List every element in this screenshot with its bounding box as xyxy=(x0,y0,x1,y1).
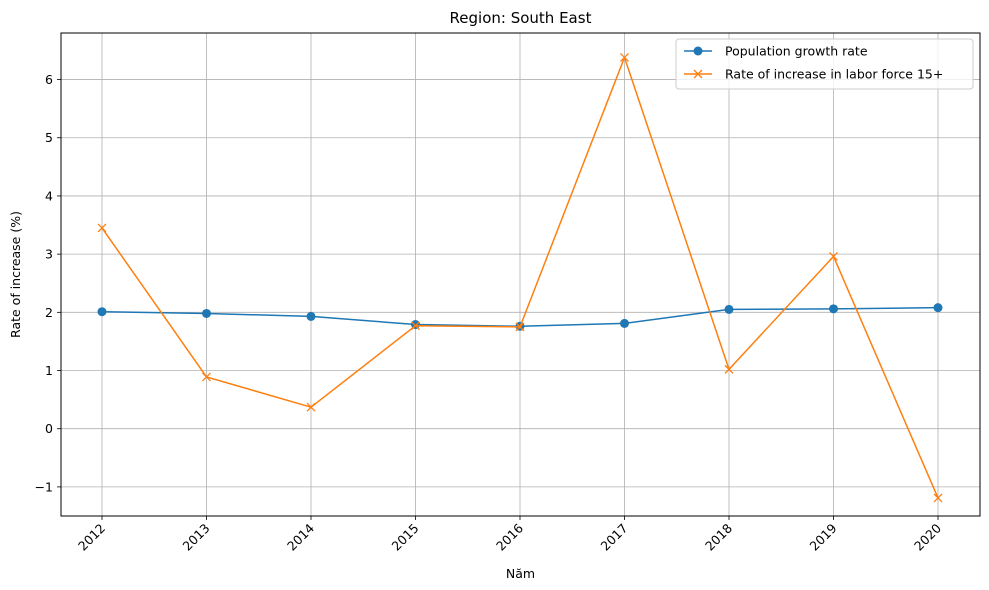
y-tick-label: 2 xyxy=(45,305,53,320)
y-tick-label: 6 xyxy=(45,72,53,87)
plot-area xyxy=(61,33,980,516)
legend-marker-labor xyxy=(693,69,703,79)
data-point xyxy=(97,307,107,317)
data-point xyxy=(933,493,943,503)
x-axis-label: Năm xyxy=(506,566,535,581)
x-tick-label: 2013 xyxy=(180,521,213,554)
y-tick-label: 4 xyxy=(45,188,53,203)
grid-lines xyxy=(61,33,980,516)
y-axis-label: Rate of increase (%) xyxy=(8,211,23,338)
x-tick-label: 2017 xyxy=(598,521,631,554)
y-tick-label: 5 xyxy=(45,130,53,145)
series-labor-force xyxy=(97,52,943,503)
data-point xyxy=(829,304,838,314)
y-axis-ticks: −1 0 1 2 3 4 5 6 xyxy=(35,72,61,494)
x-tick-label: 2019 xyxy=(807,520,840,553)
data-point xyxy=(306,402,316,412)
y-tick-label: 0 xyxy=(45,421,53,436)
data-point xyxy=(97,223,107,233)
data-point xyxy=(620,318,629,328)
series-group xyxy=(97,52,943,503)
data-point xyxy=(724,304,734,314)
data-point xyxy=(515,322,525,332)
x-tick-label: 2015 xyxy=(389,521,422,554)
x-tick-label: 2012 xyxy=(75,521,108,554)
y-tick-label: 1 xyxy=(45,363,53,378)
legend-box xyxy=(675,38,974,90)
legend-marker-population xyxy=(693,46,703,56)
data-point xyxy=(202,372,211,382)
y-tick-label: −1 xyxy=(35,479,53,494)
x-tick-label: 2014 xyxy=(284,520,317,553)
x-tick-label: 2018 xyxy=(702,520,735,553)
data-point xyxy=(724,364,734,374)
legend-label-population: Population growth rate xyxy=(725,44,868,59)
data-point xyxy=(411,321,420,331)
chart-title: Region: South East xyxy=(450,9,592,27)
data-point xyxy=(620,52,629,62)
x-axis-ticks: 2012 2013 2014 2015 2016 2017 2018 2019 2020 xyxy=(75,516,944,554)
x-tick-label: 2020 xyxy=(911,520,944,553)
data-point xyxy=(829,252,838,261)
x-tick-label: 2016 xyxy=(493,520,526,553)
plot-frame xyxy=(60,32,981,517)
data-point xyxy=(933,303,943,313)
data-point xyxy=(202,308,211,318)
legend-label-labor: Rate of increase in labor force 15+ xyxy=(725,67,943,82)
legend: Population growth rate Rate of increase … xyxy=(675,38,974,90)
y-tick-label: 3 xyxy=(45,247,53,262)
data-point xyxy=(306,311,316,321)
